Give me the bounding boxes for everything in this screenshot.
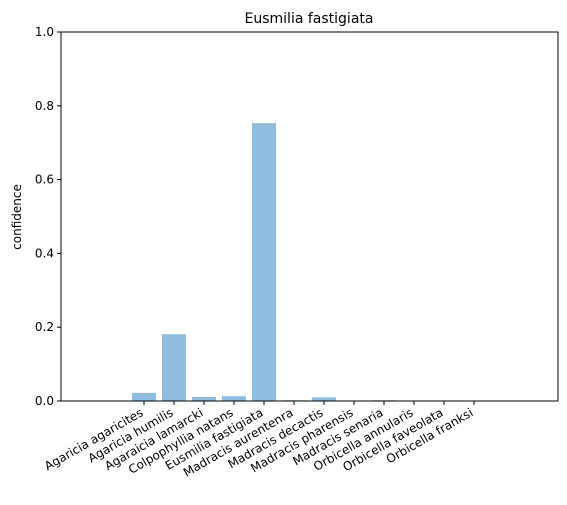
plot-frame — [61, 32, 558, 401]
bar — [312, 397, 336, 401]
bar — [222, 396, 246, 401]
bar — [162, 334, 186, 401]
y-axis-label: confidence — [10, 184, 24, 250]
bar — [132, 393, 156, 401]
bar — [192, 397, 216, 401]
y-tick-label: 0.0 — [35, 394, 54, 408]
y-tick-label: 0.6 — [35, 173, 54, 187]
bar — [252, 123, 276, 401]
y-tick-label: 0.4 — [35, 246, 54, 260]
chart-title: Eusmilia fastigiata — [245, 11, 374, 27]
y-tick-label: 0.8 — [35, 99, 54, 113]
y-tick-label: 0.2 — [35, 320, 54, 334]
y-tick-label: 1.0 — [35, 25, 54, 39]
